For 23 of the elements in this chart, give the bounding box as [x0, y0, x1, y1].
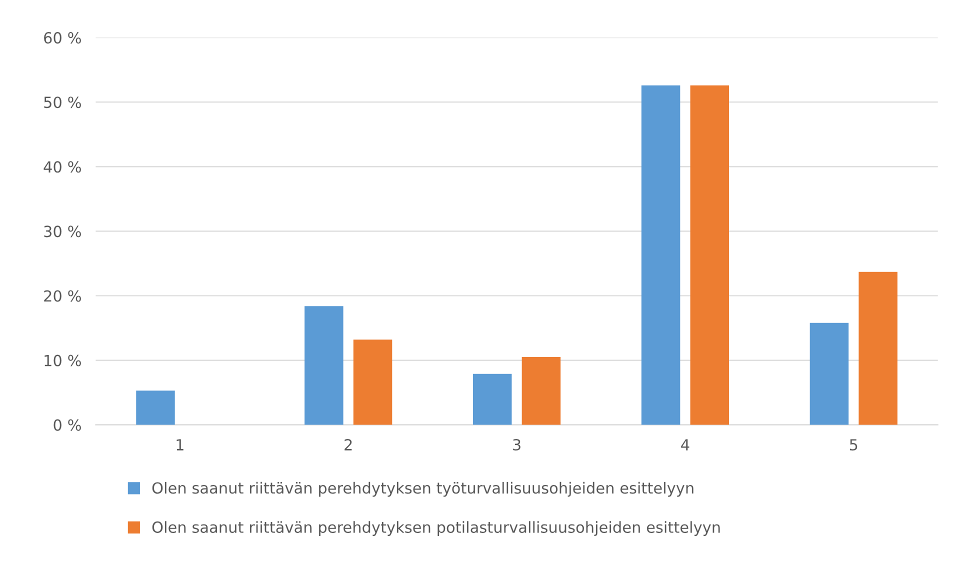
bar: [136, 390, 175, 425]
legend-label: Olen saanut riittävän perehdytyksen työturvallisuusohjeiden esittelyyn: [152, 482, 694, 497]
x-tick-label: 2: [344, 438, 352, 450]
y-tick-label: 20 %: [44, 290, 81, 302]
bar: [858, 272, 898, 425]
y-tick-label: 10 %: [44, 354, 81, 366]
bar: [304, 306, 344, 425]
bar: [641, 85, 680, 425]
y-tick-label: 0 %: [54, 419, 81, 431]
x-tick-label: 5: [850, 439, 858, 451]
bar: [690, 85, 730, 425]
y-tick-label: 50 %: [44, 96, 81, 108]
bar: [353, 340, 392, 425]
y-tick-label: 30 %: [44, 226, 81, 238]
x-tick-label: 4: [681, 439, 690, 450]
legend-label: Olen saanut riittävän perehdytyksen potilasturvallisuusohjeiden esittelyyn: [152, 521, 720, 536]
bar: [810, 322, 849, 425]
bar: [472, 374, 512, 425]
bar: [522, 357, 561, 425]
x-tick-label: 1: [176, 439, 184, 450]
y-tick-label: 40 %: [44, 161, 81, 173]
y-tick-label: 60 %: [44, 32, 81, 44]
x-tick-label: 3: [513, 438, 520, 451]
